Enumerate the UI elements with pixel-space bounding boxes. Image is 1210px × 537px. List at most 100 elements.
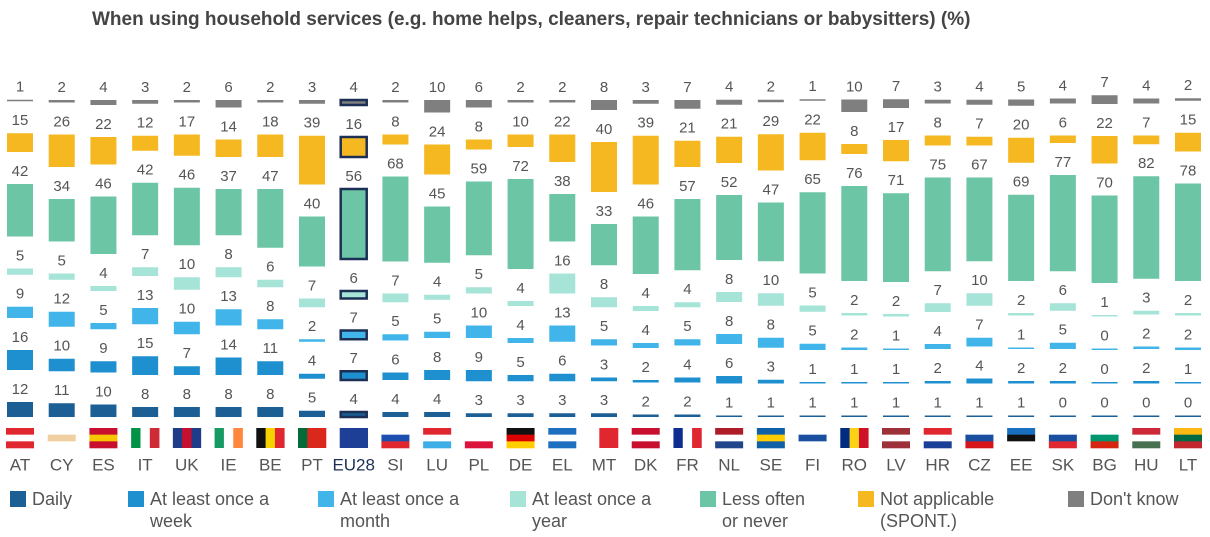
value-label: 67 — [971, 156, 988, 173]
bar — [716, 376, 743, 384]
bar — [1008, 313, 1035, 316]
value-label: 4 — [308, 353, 316, 370]
value-label: 5 — [475, 266, 483, 283]
x-tick-label: LT — [1179, 455, 1198, 474]
value-label: 2 — [308, 318, 316, 335]
bar — [90, 361, 117, 373]
bar — [841, 186, 868, 281]
bar — [215, 189, 242, 236]
bar — [1049, 342, 1076, 349]
value-label: 3 — [558, 392, 566, 409]
bar — [507, 134, 534, 147]
bar — [757, 337, 784, 348]
value-label: 37 — [220, 168, 237, 185]
bar — [382, 134, 409, 145]
bar — [173, 366, 200, 375]
flag — [423, 441, 452, 449]
bar — [1091, 136, 1118, 164]
value-label: 6 — [391, 351, 399, 368]
value-label: 4 — [725, 79, 733, 96]
value-label: 10 — [53, 338, 70, 355]
value-label: 9 — [99, 340, 107, 357]
value-label: 4 — [975, 357, 983, 374]
value-label: 57 — [679, 178, 696, 195]
value-label: 7 — [350, 309, 358, 326]
bar — [48, 403, 75, 417]
value-label: 8 — [266, 298, 274, 315]
value-label: 15 — [137, 335, 154, 352]
bar — [132, 135, 159, 151]
flag — [1090, 428, 1119, 435]
flag — [1048, 441, 1077, 449]
value-label: 14 — [220, 336, 237, 353]
bar — [132, 267, 159, 276]
value-label: 13 — [554, 304, 571, 321]
bar — [173, 321, 200, 335]
value-label: 8 — [850, 123, 858, 140]
bar — [465, 100, 492, 108]
bar — [507, 100, 534, 103]
bar — [757, 379, 784, 384]
bar — [7, 402, 33, 417]
flag — [608, 428, 619, 448]
bar — [215, 407, 242, 417]
bar — [215, 267, 242, 278]
value-label: 1 — [1184, 361, 1192, 378]
value-label: 10 — [512, 113, 529, 130]
value-label: 16 — [345, 116, 362, 133]
flag — [858, 428, 869, 448]
flag — [172, 428, 183, 448]
legend-label: Daily — [32, 489, 73, 509]
value-label: 12 — [12, 381, 29, 398]
bar — [674, 414, 701, 417]
bar — [1049, 415, 1076, 417]
flag — [358, 428, 369, 448]
bar — [48, 199, 75, 242]
value-label: 2 — [558, 79, 566, 96]
value-label: 2 — [642, 359, 650, 376]
value-label: 5 — [16, 247, 24, 264]
bar — [7, 99, 33, 102]
flag — [631, 434, 660, 442]
value-label: 47 — [262, 168, 279, 185]
bar — [632, 343, 659, 348]
value-label: 52 — [721, 174, 738, 191]
x-tick-label: NL — [718, 455, 740, 474]
flag — [223, 428, 234, 448]
value-label: 8 — [725, 271, 733, 288]
value-label: 17 — [179, 113, 196, 130]
bar — [757, 415, 784, 417]
bar — [549, 134, 576, 162]
flag — [590, 428, 600, 448]
value-label: 5 — [808, 284, 816, 301]
value-label: 6 — [1059, 114, 1067, 131]
bar — [674, 199, 701, 271]
value-label: 2 — [934, 360, 942, 377]
flag — [256, 428, 266, 448]
flag — [965, 434, 994, 442]
legend-label: At least once a week — [150, 489, 270, 531]
value-label: 69 — [1013, 174, 1030, 191]
bar — [257, 189, 284, 248]
bar — [173, 100, 200, 103]
value-label: 75 — [929, 156, 946, 173]
bar — [883, 415, 909, 417]
bar — [48, 273, 75, 280]
value-label: 9 — [16, 286, 24, 303]
value-label: 1 — [767, 394, 775, 411]
bar — [382, 176, 409, 262]
bar — [507, 179, 534, 269]
bar — [924, 303, 951, 312]
value-label: 10 — [846, 78, 863, 95]
bar — [215, 309, 242, 326]
value-label: 7 — [1100, 74, 1108, 91]
value-label: 7 — [391, 272, 399, 289]
value-label: 3 — [475, 392, 483, 409]
value-label: 9 — [475, 349, 483, 366]
value-label: 4 — [975, 79, 983, 96]
flag — [214, 428, 225, 448]
bar — [757, 293, 784, 306]
flag — [47, 434, 76, 442]
flag — [89, 441, 118, 449]
bar — [382, 372, 409, 380]
